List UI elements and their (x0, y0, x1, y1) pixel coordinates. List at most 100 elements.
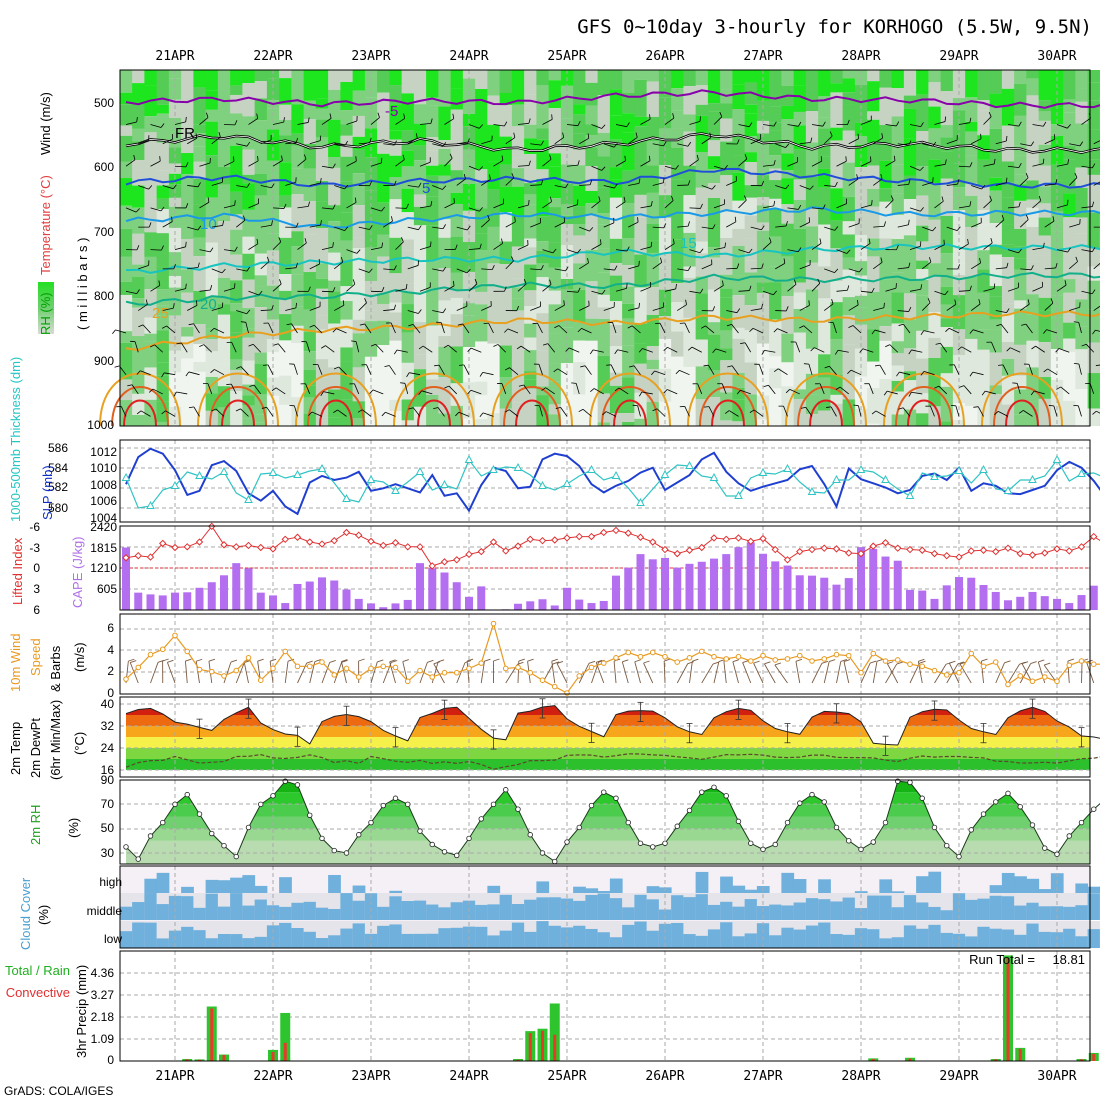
wind-barb (836, 289, 848, 292)
cape-bar (514, 603, 522, 610)
cloud-cover-cell (389, 924, 403, 948)
rh-cell (1001, 303, 1015, 314)
wind-barb (432, 143, 444, 147)
wind-barb (566, 204, 578, 209)
wind-barb (187, 267, 199, 270)
wind-barb (456, 178, 466, 186)
rh-cell (1063, 292, 1076, 323)
rh-cell (965, 424, 978, 426)
rh-cell (254, 286, 268, 308)
wind-barb-flag (516, 345, 522, 350)
wind-barb-flag (145, 299, 148, 305)
rh-cell (609, 167, 623, 180)
li-marker (514, 542, 522, 550)
wind-barb-flag (632, 404, 638, 407)
wind-barb-flag (580, 365, 586, 368)
cloud-cover-cell (303, 931, 317, 948)
rh-cell (475, 304, 488, 342)
rh-cell (879, 413, 893, 426)
rh-cell (119, 104, 133, 126)
wind-barb (628, 137, 638, 145)
wind10m-barb-flag (896, 661, 903, 665)
cape-bar (354, 598, 363, 610)
rh-cell (585, 190, 599, 204)
rh-cell (377, 92, 390, 115)
wind-barb (713, 165, 725, 170)
millibars-label: ( m i l l i b a r s ) (75, 238, 90, 330)
rh-cell (818, 70, 831, 97)
rh-cell (524, 94, 537, 125)
wind-barb-flag (978, 299, 981, 305)
rh-cell (303, 413, 317, 426)
wind-barb-flag (271, 305, 274, 311)
wind10m-speed-label: Speed (28, 638, 43, 676)
rh-cell (622, 132, 635, 171)
wind-speed-marker (123, 676, 129, 682)
wind10m-barb-flag (527, 658, 534, 662)
cape-bar (122, 547, 130, 610)
rh-cell (560, 85, 574, 119)
wind-barb-flag (663, 223, 667, 229)
rh-cell (695, 310, 709, 340)
wind-speed-marker (1029, 678, 1036, 685)
li-marker (955, 553, 963, 561)
rh-cell (683, 266, 697, 278)
rh-cell (867, 188, 880, 207)
rh-cell (977, 110, 991, 124)
wind-barb (236, 185, 248, 188)
wind-barb (612, 322, 617, 334)
precip-convective-bar (210, 1008, 214, 1061)
rh-cell (1001, 88, 1015, 126)
rh-cell (781, 386, 795, 419)
wind-speed-marker (184, 648, 191, 655)
rh-cell (499, 70, 513, 93)
wind-barb (805, 407, 813, 417)
wind-barb-flag (551, 114, 553, 120)
rh-cell (242, 360, 256, 385)
wind-barb-flag (136, 245, 140, 251)
wind-barb (787, 284, 797, 292)
cloud-cover-cell (1050, 932, 1064, 948)
top-date-label: 26APR (645, 49, 684, 64)
wind-barb-flag (1006, 347, 1011, 352)
rh-cell (119, 205, 133, 229)
wind10m-barb-flag (692, 658, 699, 662)
wind10m-barb-flag (918, 658, 925, 662)
rh-marker (405, 801, 411, 808)
wind-barb-flag (514, 216, 516, 222)
rh-cell (254, 338, 268, 353)
rh-cell (830, 220, 844, 249)
wind-barb-flag (773, 290, 777, 296)
rh-cell (217, 314, 231, 335)
wind-barb (164, 372, 176, 376)
rh-cell (634, 126, 648, 164)
wind-barb (909, 165, 921, 171)
rh-cell (793, 199, 807, 229)
cape-bar (379, 607, 388, 610)
rh-cell (769, 368, 782, 389)
rh-cell (1063, 322, 1076, 339)
wind-barb-flag (722, 280, 724, 286)
wind-barb (689, 207, 701, 209)
wind-barb-flag (541, 387, 546, 391)
rh-cell (132, 70, 145, 84)
cloud-cover-cell (781, 927, 795, 948)
rh-cell (279, 237, 292, 266)
wind-barb (385, 411, 396, 417)
rh-cell (119, 70, 133, 93)
rh-cell (818, 410, 831, 426)
wind-barb (407, 137, 418, 145)
rh-cell (340, 260, 354, 287)
rh-cell (720, 141, 733, 176)
wind-speed-marker (331, 672, 338, 678)
rh-cell (965, 276, 978, 313)
rh-marker (1017, 804, 1023, 810)
rh-cell (230, 145, 243, 171)
wind10m-barb (995, 662, 1005, 684)
rh-cell (965, 312, 978, 339)
rh-cell (426, 150, 439, 166)
wind-barb-flag (638, 391, 643, 397)
rh-cell (303, 331, 317, 352)
wind-barb (252, 343, 262, 353)
wind10m-barb (742, 662, 752, 684)
